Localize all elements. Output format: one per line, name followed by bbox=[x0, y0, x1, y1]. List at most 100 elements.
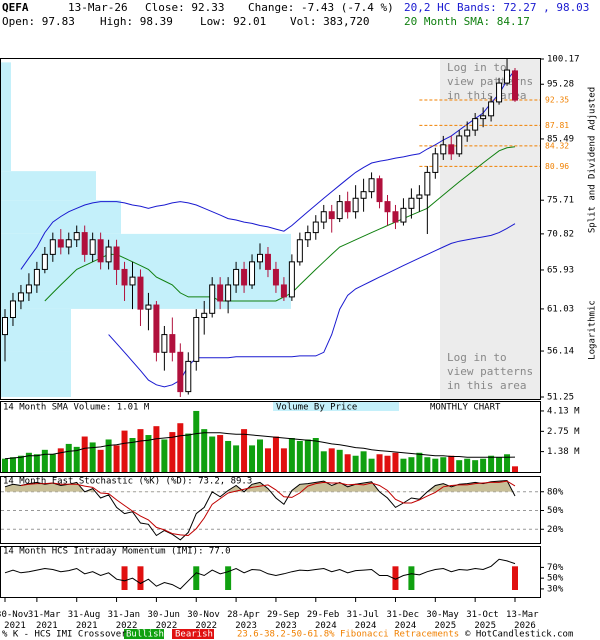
candle-body bbox=[360, 191, 367, 199]
candle-body bbox=[336, 201, 343, 220]
panel-title: 14 Month Fast Stochastic (%K) (%D): 73.2… bbox=[3, 477, 252, 487]
volume-bar bbox=[193, 410, 200, 472]
candle-body bbox=[304, 232, 311, 241]
candle-body bbox=[432, 153, 439, 173]
volume-bar bbox=[73, 446, 80, 472]
candle-body bbox=[464, 129, 471, 137]
volume-bar bbox=[9, 457, 16, 472]
candle-body bbox=[81, 232, 88, 255]
candle-body bbox=[280, 284, 287, 298]
volume-by-price-bar bbox=[1, 171, 96, 201]
y-tick-label: 85.49 bbox=[547, 134, 574, 144]
indicator-line bbox=[20, 69, 516, 270]
y-tick-label: 70% bbox=[547, 563, 564, 573]
bearish-legend: Bearish bbox=[175, 630, 213, 640]
y-tick-label: 70.82 bbox=[547, 229, 574, 239]
volume-by-price-bar bbox=[1, 200, 121, 234]
volume-bar bbox=[2, 458, 8, 472]
candle-body bbox=[288, 261, 295, 298]
volume-bar bbox=[201, 429, 208, 472]
volume-bar bbox=[49, 454, 56, 472]
candle-body bbox=[416, 194, 423, 199]
candle-body bbox=[241, 268, 248, 286]
volume-bar bbox=[448, 455, 455, 472]
candle-body bbox=[448, 144, 455, 155]
volume-bar bbox=[480, 458, 487, 472]
volume-bar bbox=[304, 439, 311, 472]
volume-bar bbox=[512, 466, 518, 472]
candle-body bbox=[384, 201, 391, 213]
volume-bar bbox=[488, 455, 495, 472]
panel-title: 14 Month SMA Volume: 1.01 M bbox=[3, 403, 150, 413]
candle-body bbox=[185, 360, 192, 393]
volume-bar bbox=[320, 451, 327, 472]
x-tick-label: 28-Apr 2023 bbox=[227, 610, 265, 631]
fibonacci-label: 92.35 bbox=[545, 95, 569, 104]
volume-bar bbox=[41, 449, 48, 472]
volume-by-price-bar bbox=[1, 62, 11, 172]
indicator-line bbox=[20, 480, 516, 537]
high: High: 98.39 bbox=[100, 15, 173, 28]
candle-body bbox=[193, 316, 200, 362]
vbp-title: Volume By Price bbox=[276, 403, 357, 413]
volume-bar bbox=[113, 445, 120, 472]
candle-body bbox=[296, 239, 303, 263]
candle-body bbox=[209, 284, 216, 314]
volume-bar bbox=[464, 458, 471, 472]
crossover-legend: % K - HCS IMI Crossover: bbox=[2, 630, 132, 640]
volume-bar bbox=[137, 429, 144, 472]
y-tick-label: 75.71 bbox=[547, 196, 574, 206]
volume-bar bbox=[360, 451, 367, 472]
pattern-notice: in this area bbox=[447, 89, 526, 102]
fibonacci-label: 80.96 bbox=[545, 162, 569, 171]
candle-body bbox=[344, 201, 351, 213]
volume-bar bbox=[504, 454, 511, 472]
volume-bar bbox=[496, 457, 503, 472]
candle-body bbox=[97, 239, 104, 263]
volume-bar bbox=[344, 454, 351, 472]
candle-body bbox=[65, 239, 72, 248]
candle-body bbox=[217, 284, 224, 302]
y-tick-label: 65.93 bbox=[547, 265, 574, 275]
volume-by-price-bar bbox=[1, 351, 71, 397]
axis-title: Split and Dividend Adjusted bbox=[588, 87, 598, 233]
y-tick-label: 20% bbox=[547, 525, 564, 535]
y-tick-label: 4.13 M bbox=[547, 406, 580, 416]
volume-bar bbox=[225, 440, 232, 472]
volume-bar bbox=[312, 438, 319, 472]
candle-body bbox=[41, 253, 48, 270]
volume-bar bbox=[17, 455, 24, 472]
frames bbox=[0, 58, 541, 598]
candle-body bbox=[2, 316, 8, 336]
candle-body bbox=[424, 171, 431, 196]
copyright: © HotCandlestick.com bbox=[465, 630, 573, 640]
candle-body bbox=[201, 312, 208, 318]
indicator-line bbox=[108, 223, 516, 388]
fibonacci-label: 87.81 bbox=[545, 121, 569, 130]
indicator-line bbox=[44, 146, 516, 302]
candle-body bbox=[352, 197, 359, 213]
stochastic-frame bbox=[0, 476, 541, 544]
volume-bar bbox=[352, 455, 359, 472]
change: Change: -7.43 (-7.4 %) bbox=[248, 1, 394, 14]
x-tick-label: 29-Sep 2023 bbox=[267, 610, 305, 631]
volume-bar bbox=[456, 460, 463, 472]
candle-body bbox=[33, 268, 40, 286]
close: Close: 92.33 bbox=[145, 1, 224, 14]
candle-body bbox=[233, 268, 240, 286]
candle-body bbox=[73, 232, 80, 241]
candle-body bbox=[249, 261, 256, 286]
volume-bar bbox=[177, 423, 184, 472]
volume-bar bbox=[121, 430, 128, 472]
symbol: QEFA bbox=[2, 1, 29, 14]
volume-bar bbox=[209, 436, 216, 472]
volume-bar bbox=[440, 457, 447, 472]
volume-bar bbox=[472, 460, 479, 472]
candle-body bbox=[408, 197, 415, 209]
indicator-line bbox=[4, 479, 516, 541]
volume-bar bbox=[257, 439, 263, 472]
volume-bar bbox=[416, 452, 423, 472]
volume-bar bbox=[368, 458, 375, 472]
fibonacci-label: 84.32 bbox=[545, 141, 569, 150]
candle-body bbox=[456, 135, 463, 155]
